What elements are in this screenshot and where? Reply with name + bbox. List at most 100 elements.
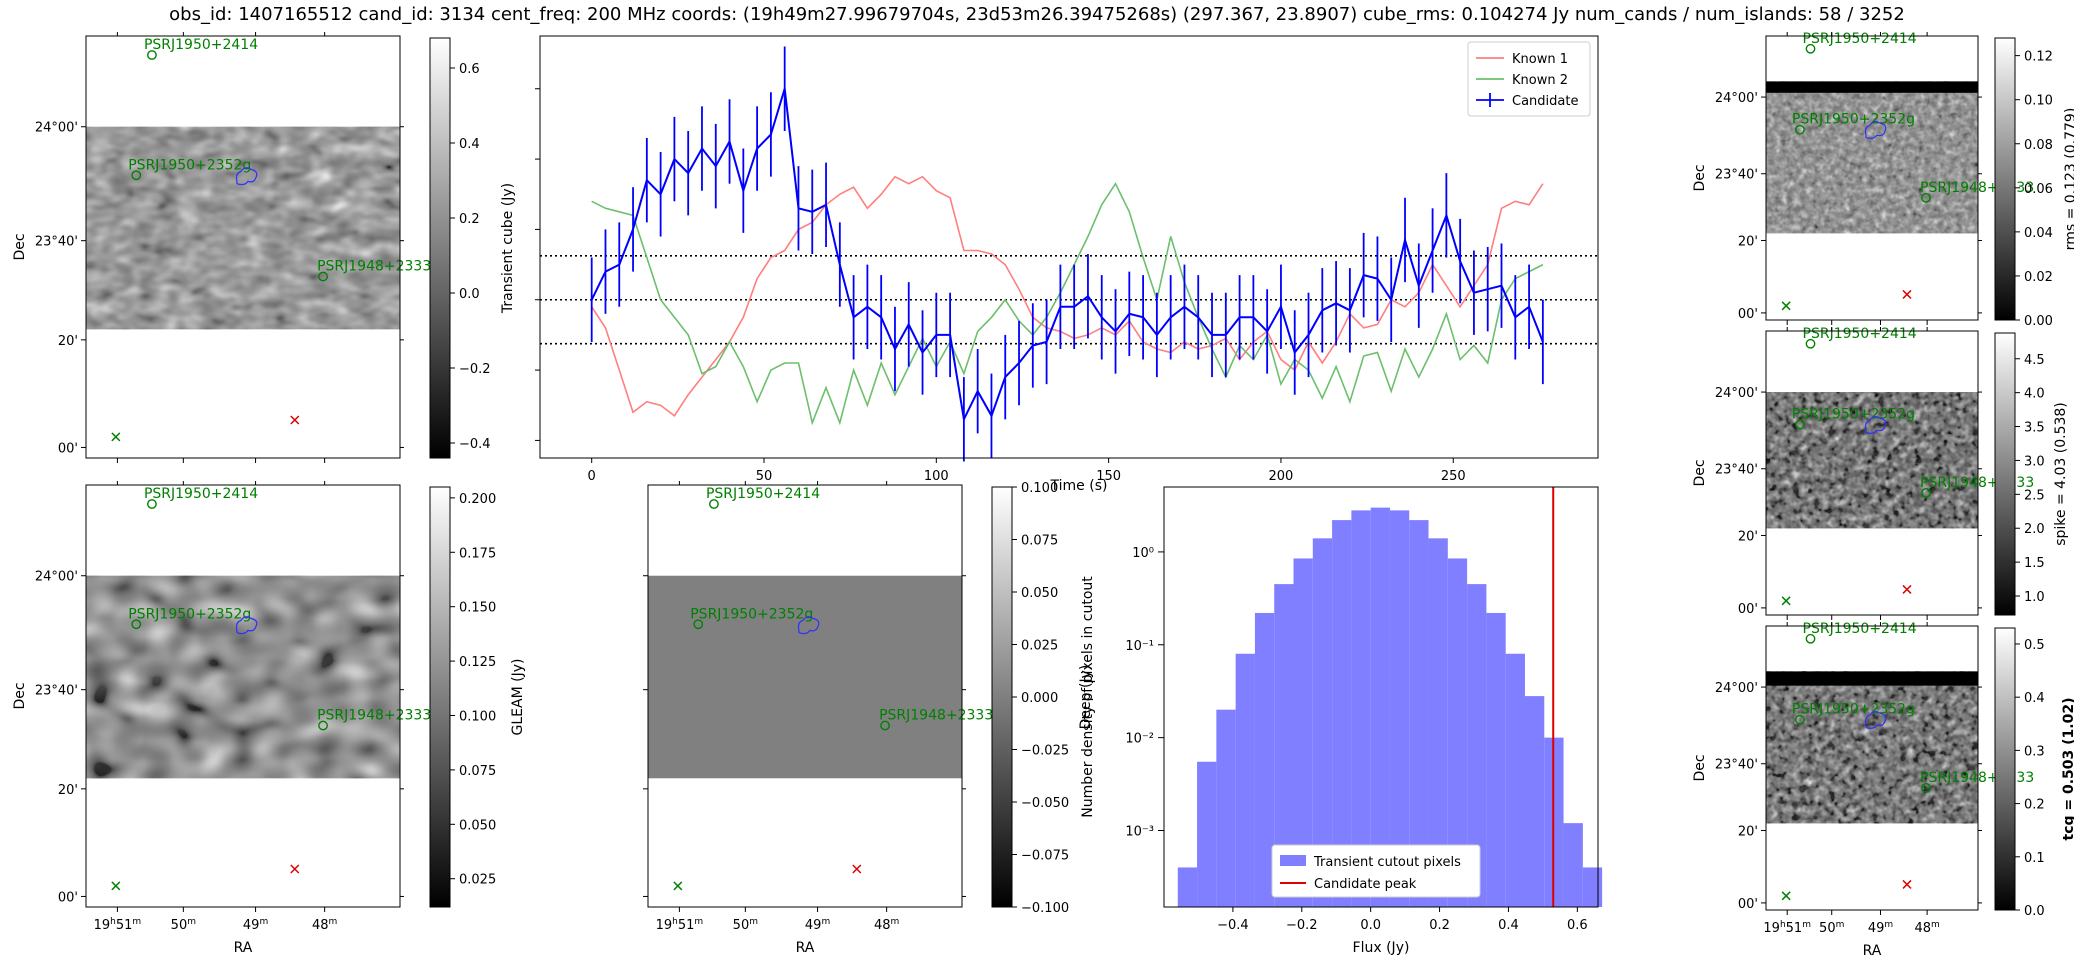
ra-axis-label: RA: [796, 940, 815, 956]
dec-axis-label: Dec: [1692, 164, 1708, 191]
rms-colorbar: 0.12 0.10 0.08 0.06 0.04 0.02 0.00 rms = 0.123 …: [1994, 37, 2074, 329]
spike-colorbar: 4.5 4.0 3.5 3.0 2.5 2.0 1.5 1.0 spike = 4.03 (0.…: [1994, 332, 2069, 616]
histogram-bar: [1293, 558, 1313, 907]
colorbar-tick-label: 2.5: [2024, 488, 2045, 503]
rms-panel: PSRJ1950+2414PSRJ1950+2352gPSRJ1948+2333…: [1692, 31, 2034, 325]
source-label: PSRJ1950+2352g: [690, 606, 813, 622]
x-tick-label: −0.4: [1217, 918, 1249, 933]
colorbar-tick-label: 0.10: [2024, 94, 2053, 109]
colorbar-tick-label: 0.2: [2024, 798, 2045, 813]
colorbar-tick-label: 1.5: [2024, 556, 2045, 571]
colorbar-gradient: [1994, 37, 2016, 321]
green-x-marker: [111, 432, 121, 442]
dec-axis-label: Dec: [12, 682, 28, 709]
y-axis-label: Number density of pixels in cutout: [1080, 576, 1096, 818]
histogram-bar: [1467, 584, 1487, 907]
histogram-bar: [1197, 761, 1217, 907]
ra-axis-label: RA: [1863, 943, 1882, 959]
source-label: PSRJ1950+2414: [144, 486, 258, 502]
image-band-texture: [1766, 392, 1978, 529]
colorbar-tick-label: 3.5: [2024, 421, 2045, 436]
candidate-contour: [235, 167, 258, 186]
y-tick-label: 10⁻²: [1125, 732, 1154, 747]
green-x-marker: [1781, 301, 1791, 311]
source-label: PSRJ1950+2352g: [1792, 702, 1915, 718]
candidate-contour: [1864, 710, 1887, 729]
ra-tick-label: 48m: [1914, 920, 1939, 936]
y-tick-label: 10⁻³: [1125, 824, 1154, 839]
histogram-bar: [1505, 653, 1525, 907]
colorbar-label: rms = 0.123 (0.779): [2063, 108, 2074, 251]
source-marker-circle: [1805, 43, 1816, 54]
source-label: PSRJ1948+2333: [1920, 475, 2034, 491]
legend-label: Known 2: [1512, 73, 1568, 88]
histogram-frame: [1163, 486, 1599, 908]
source-label: PSRJ1950+2414: [706, 486, 820, 502]
source-label: PSRJ1948+2333: [317, 708, 431, 724]
colorbar-tick-label: 0.04: [2024, 226, 2053, 241]
colorbar-tick-label: 0.075: [459, 764, 496, 779]
ra-tick-label: 49m: [805, 917, 830, 933]
x-tick-label: 200: [1269, 469, 1294, 484]
source-label: PSRJ1948+2333: [1920, 770, 2034, 786]
histogram-bar: [1486, 612, 1506, 907]
gleam-colorbar: 0.200 0.175 0.150 0.125 0.100 0.075 0.050 0.025…: [429, 486, 526, 908]
source-marker-circle: [1795, 124, 1805, 135]
red-x-marker: [290, 415, 300, 425]
source-marker-circle: [1921, 487, 1931, 498]
colorbar-label: Deep (Jy): [1078, 665, 1094, 730]
histogram-bar: [1332, 520, 1352, 907]
dec-tick-label: 23°40': [35, 235, 78, 250]
source-marker-circle: [147, 50, 157, 60]
ra-tick-label: 50m: [1819, 920, 1844, 936]
colorbar-tick-label: 0.08: [2024, 138, 2053, 153]
histogram-bar: [1389, 510, 1410, 907]
series-line-candidate: [590, 88, 1544, 423]
colorbar-tick-label: 0.2: [459, 212, 480, 227]
axes-frame: [1765, 625, 1979, 911]
colorbar-tick-label: 0.02: [2024, 270, 2053, 285]
colorbar-tick-label: 0.200: [459, 492, 496, 507]
series-line-known-1: [591, 175, 1544, 417]
dec-tick-label: 24°00': [1715, 91, 1758, 106]
colorbar-tick-label: 0.0: [2024, 904, 2045, 919]
x-tick-label: −0.2: [1286, 918, 1318, 933]
source-marker-circle: [1795, 714, 1805, 725]
legend-label: Transient cutout pixels: [1313, 855, 1461, 870]
source-label: PSRJ1950+2414: [1803, 326, 1917, 342]
colorbar-label: spike = 4.03 (0.538): [2053, 402, 2069, 546]
x-tick-label: 0: [588, 469, 596, 484]
dec-tick-label: 00': [1738, 602, 1758, 617]
colorbar-label: tcg = 0.503 (1.02): [2061, 698, 2074, 841]
histogram-bar: [1563, 823, 1583, 907]
dec-axis-label: Dec: [12, 233, 28, 260]
colorbar-tick-label: 2.0: [2024, 522, 2045, 537]
dec-tick-label: 20': [58, 334, 78, 349]
histogram-bar: [1428, 538, 1448, 907]
ra-tick-label: 48m: [874, 917, 899, 933]
colorbar-tick-label: 0.00: [2024, 314, 2053, 329]
colorbar-tick-label: 0.3: [2024, 744, 2045, 759]
legend-swatch: [1280, 855, 1306, 866]
dec-axis-label: Dec: [1692, 754, 1708, 781]
colorbar-tick-label: −0.2: [459, 362, 491, 377]
histogram-bar: [1177, 867, 1198, 907]
x-tick-label: 0.2: [1429, 918, 1450, 933]
axes-frame: [85, 484, 401, 908]
source-marker-circle: [709, 499, 719, 509]
colorbar-label: GLEAM (Jy): [510, 659, 526, 736]
colorbar-tick-label: −0.4: [459, 437, 491, 452]
colorbar-tick-label: −0.025: [1021, 744, 1069, 759]
ra-tick-label: 49m: [1868, 920, 1893, 936]
colorbar-tick-label: 0.000: [1021, 691, 1058, 706]
candidate-contour: [797, 616, 820, 635]
transient-cutout-panel: PSRJ1950+2414 PSRJ1950+2352g PSRJ1948+2333…: [12, 32, 431, 463]
source-marker-circle: [318, 271, 328, 282]
green-x-marker: [1781, 596, 1791, 606]
dec-tick-label: 24°00': [1715, 386, 1758, 401]
colorbar-tick-label: 0.050: [459, 818, 496, 833]
histogram-bar: [1274, 584, 1294, 907]
histogram-chart: −0.4 −0.2 0.0 0.2 0.4 0.6 10⁰ 10⁻¹ 10⁻² 10⁻³ Flux …: [1080, 486, 1603, 956]
tcg-colorbar: 0.5 0.4 0.3 0.2 0.1 0.0 tcg = 0.503 (1.02): [1994, 627, 2074, 919]
red-x-marker: [852, 864, 862, 874]
